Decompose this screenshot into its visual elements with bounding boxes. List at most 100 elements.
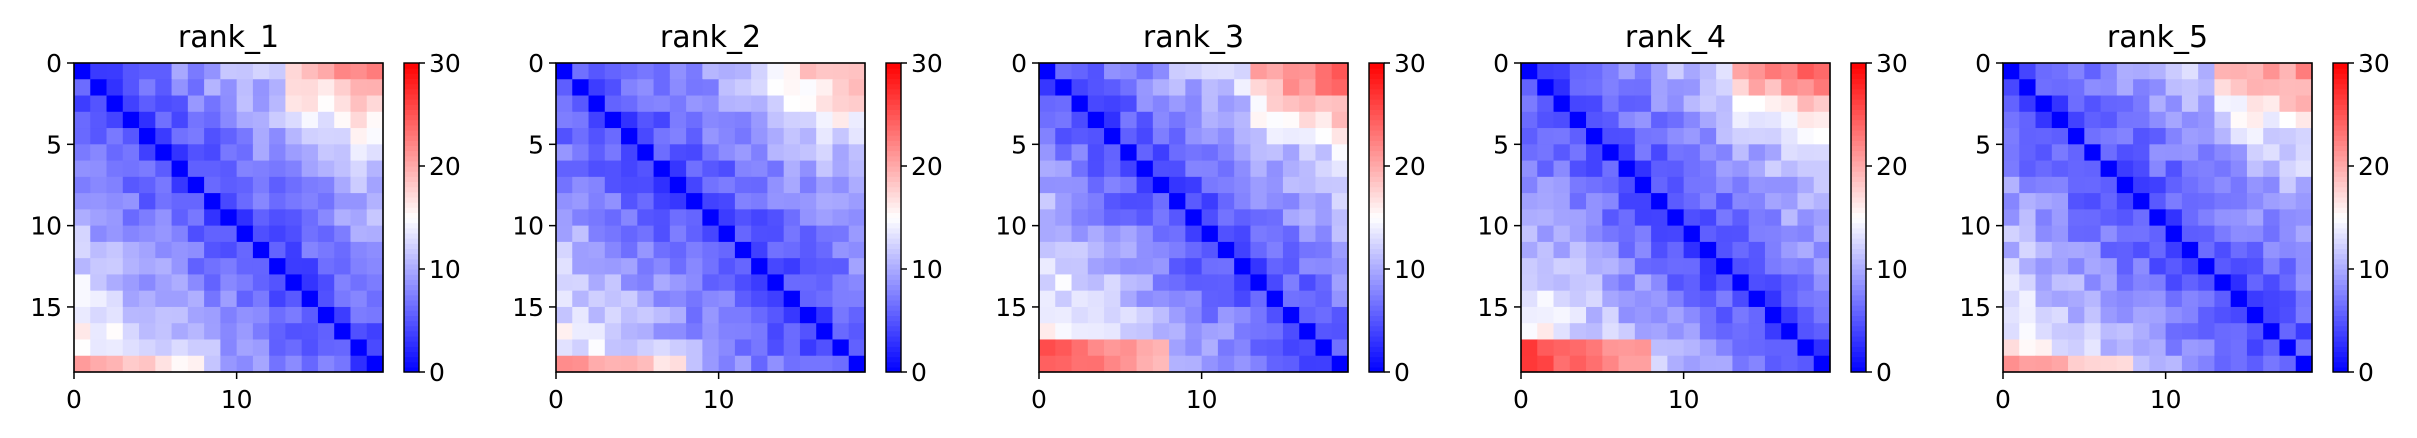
colorbar-segment: [1369, 217, 1384, 224]
heatmap-cell: [669, 355, 687, 373]
heatmap-cell: [1764, 225, 1782, 243]
y-tick-label: 5: [1975, 130, 1991, 159]
colorbar-segment: [1851, 63, 1866, 69]
heatmap-cell: [572, 176, 590, 194]
heatmap-cell: [767, 144, 785, 162]
colorbar-segment: [404, 366, 419, 373]
heatmap-cell: [2035, 79, 2053, 97]
colorbar-segment: [2333, 299, 2348, 306]
heatmap-cell: [799, 306, 817, 324]
heatmap-cell: [1553, 355, 1571, 373]
heatmap-cell: [1120, 274, 1138, 292]
heatmap-cell: [799, 209, 817, 227]
heatmap-cell: [686, 258, 703, 276]
heatmap-cell: [1602, 290, 1620, 308]
heatmap-cell: [2230, 144, 2248, 162]
colorbar-tick-label: 20: [1876, 152, 1908, 181]
heatmap-cell: [2051, 193, 2069, 210]
heatmap-cell: [686, 128, 703, 145]
heatmap-cell: [1169, 128, 1186, 145]
heatmap-cell: [2263, 355, 2281, 373]
heatmap-cell: [669, 111, 687, 129]
heatmap-cell: [1315, 160, 1333, 178]
heatmap-cell: [74, 160, 91, 178]
heatmap-cell: [317, 306, 335, 324]
heatmap-cell: [220, 306, 238, 324]
heatmap-cell: [1266, 128, 1284, 145]
heatmap-cell: [2214, 176, 2232, 194]
heatmap-cell: [252, 323, 270, 341]
heatmap-cell: [2165, 355, 2183, 373]
colorbar-segment: [886, 78, 901, 85]
heatmap-cell: [1618, 160, 1636, 178]
colorbar-segment: [1851, 191, 1866, 198]
heatmap-cell: [718, 63, 736, 80]
heatmap-cell: [1813, 323, 1831, 341]
heatmap-cell: [1618, 209, 1636, 227]
heatmap-cell: [816, 323, 834, 341]
colorbar-segment: [886, 320, 901, 327]
heatmap-cell: [751, 63, 769, 80]
heatmap-cell: [604, 176, 622, 194]
heatmap-cell: [1136, 144, 1154, 162]
heatmap-cell: [751, 176, 769, 194]
heatmap-cell: [1055, 95, 1073, 113]
heatmap-cell: [2230, 306, 2248, 324]
heatmap-cell: [1169, 258, 1186, 276]
colorbar-segment: [404, 196, 419, 203]
heatmap-cell: [751, 306, 769, 324]
colorbar-segment: [1851, 83, 1866, 90]
x-tick-label: 0: [1995, 385, 2011, 414]
heatmap-cell: [1602, 63, 1620, 80]
heatmap-cell: [1169, 209, 1186, 227]
heatmap-cell: [220, 290, 238, 308]
heatmap-cell: [139, 306, 156, 324]
heatmap-cell: [2214, 144, 2232, 162]
heatmap-cell: [1813, 79, 1831, 97]
heatmap-cell: [2149, 193, 2167, 210]
colorbar-segment: [404, 346, 419, 352]
heatmap-cell: [2181, 160, 2199, 178]
heatmap-cell: [1569, 144, 1587, 162]
heatmap-cell: [1104, 258, 1121, 276]
heatmap-cell: [1537, 355, 1555, 373]
heatmap-cell: [2214, 339, 2232, 357]
heatmap-cell: [2133, 63, 2150, 80]
heatmap-cell: [2084, 290, 2102, 308]
heatmap-cell: [1234, 339, 1252, 357]
heatmap-cell: [74, 274, 91, 292]
colorbar-segment: [404, 289, 419, 296]
heatmap-cell: [285, 241, 303, 259]
heatmap-cell: [1120, 290, 1138, 308]
heatmap-cell: [1120, 306, 1138, 324]
heatmap-cell: [1071, 241, 1089, 259]
heatmap-cell: [220, 241, 238, 259]
colorbar-segment: [2333, 124, 2348, 131]
heatmap-cell: [317, 339, 335, 357]
colorbar-segment: [1369, 310, 1384, 316]
heatmap-cell: [588, 258, 606, 276]
heatmap-cell: [783, 290, 801, 308]
heatmap-cell: [1748, 225, 1766, 243]
heatmap-cell: [799, 144, 817, 162]
heatmap-cell: [171, 355, 189, 373]
heatmap-cell: [2019, 355, 2037, 373]
heatmap-cell: [2263, 225, 2281, 243]
heatmap-cell: [1699, 323, 1717, 341]
heatmap-cell: [783, 355, 801, 373]
heatmap-cell: [301, 290, 319, 308]
heatmap-cell: [1553, 306, 1571, 324]
heatmap-cell: [718, 258, 736, 276]
heatmap-cell: [799, 339, 817, 357]
heatmap-cell: [2165, 176, 2183, 194]
heatmap-cell: [832, 193, 850, 210]
heatmap-cell: [1586, 193, 1603, 210]
heatmap-cell: [1537, 111, 1555, 129]
heatmap-cell: [1553, 128, 1571, 145]
heatmap-cell: [1039, 176, 1056, 194]
heatmap-cell: [122, 339, 140, 357]
heatmap-cell: [572, 79, 590, 97]
heatmap-cell: [106, 193, 124, 210]
heatmap-cell: [187, 323, 205, 341]
colorbar-segment: [2333, 145, 2348, 152]
